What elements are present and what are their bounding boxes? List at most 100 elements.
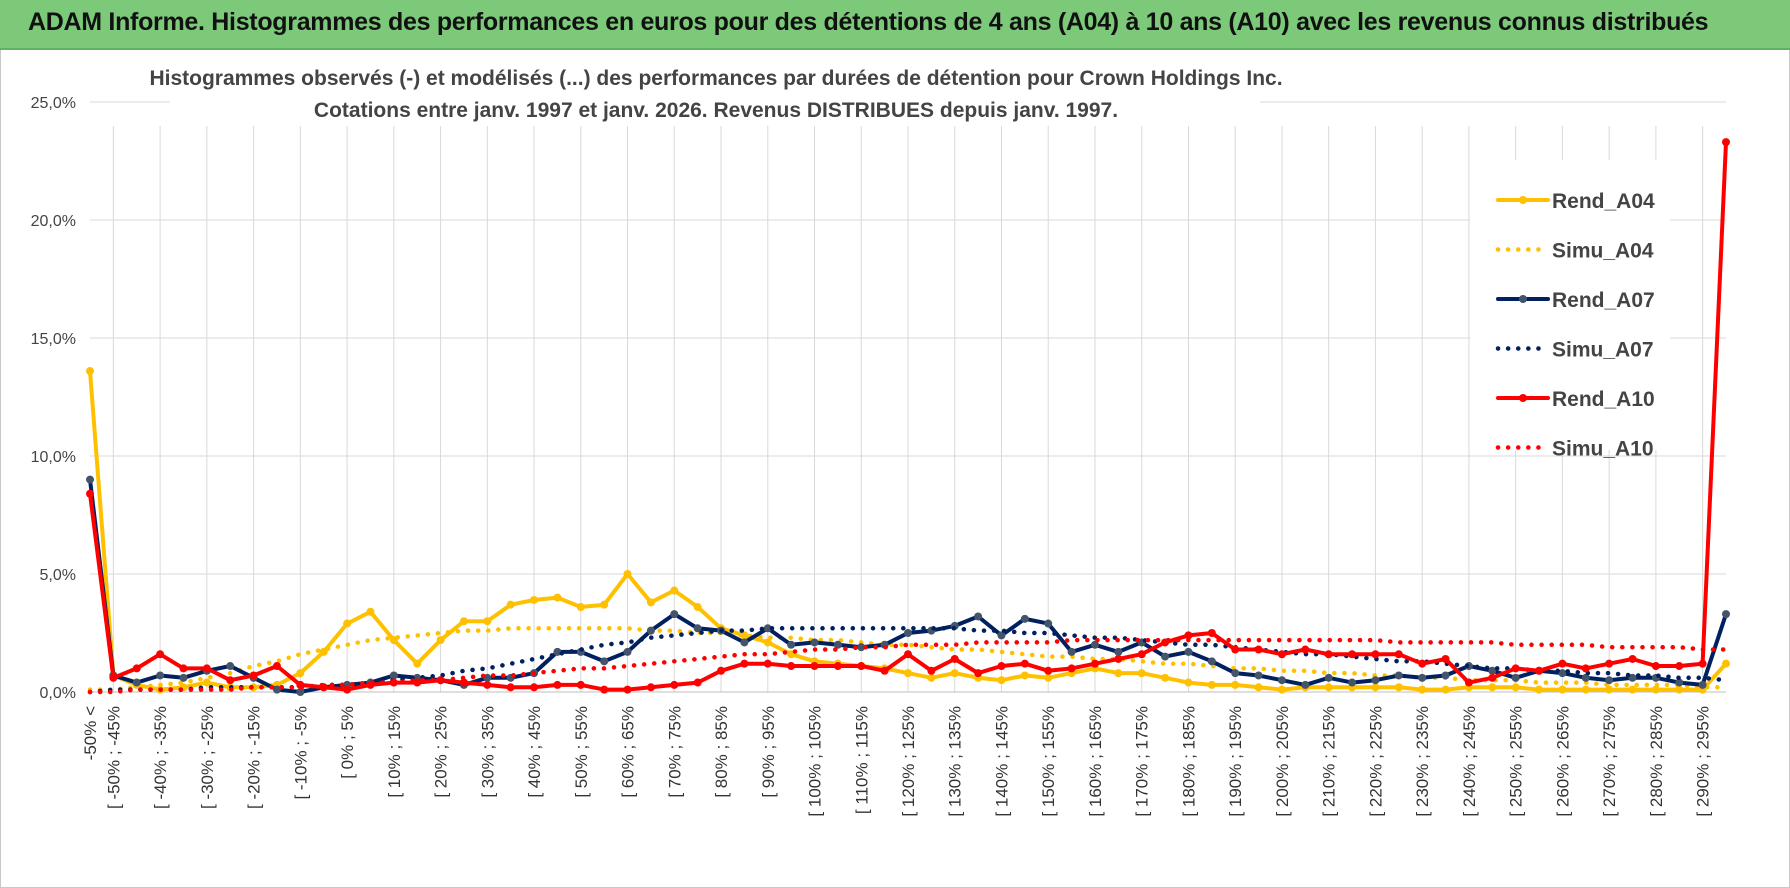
x-tick-label: [ -20% ; -15% <box>245 706 264 809</box>
data-point-rend_a10 <box>670 680 679 689</box>
data-point-rend_a04 <box>693 603 702 612</box>
x-tick-label: [ 200% ; 205% <box>1273 706 1292 817</box>
data-point-rend_a10 <box>997 662 1006 671</box>
data-point-rend_a07 <box>974 612 983 621</box>
x-tick-label: [ 230% ; 235% <box>1413 706 1432 817</box>
data-point-rend_a07 <box>86 475 94 484</box>
data-point-rend_a07 <box>156 671 165 680</box>
x-tick-label: [ 20% ; 25% <box>432 706 451 798</box>
data-point-rend_a04 <box>483 617 492 626</box>
x-tick-label: [ 290% ; 295% <box>1694 706 1713 817</box>
legend-background <box>1470 160 1670 450</box>
data-point-rend_a10 <box>1651 662 1660 671</box>
x-tick-label: -50% < <box>81 706 100 760</box>
data-point-rend_a10 <box>740 659 749 668</box>
y-tick-label: 0,0% <box>40 685 76 702</box>
x-tick-label: [ 150% ; 155% <box>1039 706 1058 817</box>
x-tick-label: [ 130% ; 135% <box>946 706 965 817</box>
y-tick-label: 20,0% <box>31 213 76 230</box>
data-point-rend_a04 <box>763 638 772 647</box>
chart-title-line2: Cotations entre janv. 1997 et janv. 2026… <box>314 99 1118 122</box>
data-point-rend_a04 <box>1605 685 1614 694</box>
legend-label-rend_a10: Rend_A10 <box>1552 388 1655 411</box>
data-point-rend_a04 <box>1324 683 1333 692</box>
data-point-rend_a04 <box>1418 685 1427 694</box>
x-tick-label: [ 100% ; 105% <box>806 706 825 817</box>
data-point-rend_a04 <box>1675 685 1684 694</box>
data-point-rend_a10 <box>576 680 585 689</box>
x-tick-label: [ 0% ; 5% <box>338 706 357 779</box>
data-point-rend_a04 <box>366 607 375 616</box>
x-tick-label: [ 70% ; 75% <box>665 706 684 798</box>
x-tick-label: [ 90% ; 95% <box>759 706 778 798</box>
data-point-rend_a10 <box>974 669 983 678</box>
y-tick-label: 15,0% <box>31 331 76 348</box>
data-point-rend_a07 <box>1090 640 1099 649</box>
data-point-rend_a10 <box>1184 631 1193 640</box>
data-point-rend_a04 <box>623 570 632 578</box>
data-point-rend_a07 <box>1161 652 1170 661</box>
data-point-rend_a07 <box>1020 614 1029 623</box>
data-point-rend_a07 <box>1441 671 1450 680</box>
data-point-rend_a10 <box>249 671 258 680</box>
data-point-rend_a10 <box>226 676 235 685</box>
data-point-rend_a07 <box>1254 671 1263 680</box>
data-point-rend_a04 <box>950 669 959 678</box>
x-tick-label: [ 140% ; 145% <box>992 706 1011 817</box>
data-point-rend_a07 <box>600 657 609 666</box>
data-point-rend_a04 <box>1581 685 1590 694</box>
data-point-rend_a07 <box>787 640 796 649</box>
x-tick-label: [ 60% ; 65% <box>619 706 638 798</box>
data-point-rend_a07 <box>1348 678 1357 687</box>
data-point-rend_a10 <box>506 683 515 692</box>
data-point-rend_a10 <box>1301 645 1310 654</box>
data-point-rend_a04 <box>1441 685 1450 694</box>
data-point-rend_a10 <box>1090 659 1099 668</box>
data-point-rend_a10 <box>459 678 468 687</box>
data-point-rend_a10 <box>1137 650 1146 659</box>
data-point-rend_a07 <box>1511 673 1520 682</box>
legend-label-simu_a07: Simu_A07 <box>1552 339 1654 362</box>
x-tick-label: [ 280% ; 285% <box>1647 706 1666 817</box>
data-point-rend_a10 <box>156 650 165 659</box>
data-point-rend_a07 <box>226 662 235 671</box>
data-point-rend_a10 <box>927 666 936 675</box>
data-point-rend_a07 <box>1184 647 1193 656</box>
data-point-rend_a10 <box>202 664 211 673</box>
data-point-rend_a10 <box>880 666 889 675</box>
data-point-rend_a07 <box>1722 610 1730 619</box>
y-tick-label: 25,0% <box>31 95 76 112</box>
x-tick-label: [ 270% ; 275% <box>1600 706 1619 817</box>
data-point-rend_a10 <box>1511 664 1520 673</box>
data-point-rend_a04 <box>86 367 94 376</box>
data-point-rend_a04 <box>436 636 445 645</box>
data-point-rend_a07 <box>1044 619 1053 628</box>
data-point-rend_a10 <box>1371 650 1380 659</box>
data-point-rend_a10 <box>623 685 632 694</box>
data-point-rend_a10 <box>1114 654 1123 663</box>
data-point-rend_a10 <box>1418 659 1427 668</box>
data-point-rend_a07 <box>1558 669 1567 678</box>
data-point-rend_a10 <box>109 673 118 682</box>
data-point-rend_a10 <box>1277 650 1286 659</box>
data-point-rend_a04 <box>296 669 305 678</box>
x-tick-label: [ 40% ; 45% <box>525 706 544 798</box>
data-point-rend_a07 <box>1698 680 1707 689</box>
data-point-rend_a04 <box>530 595 539 604</box>
x-tick-label: [ 180% ; 185% <box>1179 706 1198 817</box>
data-point-rend_a10 <box>1722 138 1730 147</box>
data-point-rend_a10 <box>1488 673 1497 682</box>
x-tick-label: [ -40% ; -35% <box>151 706 170 809</box>
legend-label-simu_a10: Simu_A10 <box>1552 438 1654 461</box>
data-point-rend_a07 <box>1675 678 1684 687</box>
y-tick-label: 10,0% <box>31 449 76 466</box>
data-point-rend_a10 <box>1558 659 1567 668</box>
y-tick-label: 5,0% <box>40 567 76 584</box>
x-tick-label: [ 260% ; 265% <box>1553 706 1572 817</box>
data-point-rend_a07 <box>1324 673 1333 682</box>
legend-marker-rend_a10 <box>1519 394 1527 402</box>
data-point-rend_a10 <box>1254 645 1263 654</box>
data-point-rend_a07 <box>1371 676 1380 685</box>
data-point-rend_a07 <box>904 629 912 637</box>
data-point-rend_a07 <box>1581 673 1590 682</box>
